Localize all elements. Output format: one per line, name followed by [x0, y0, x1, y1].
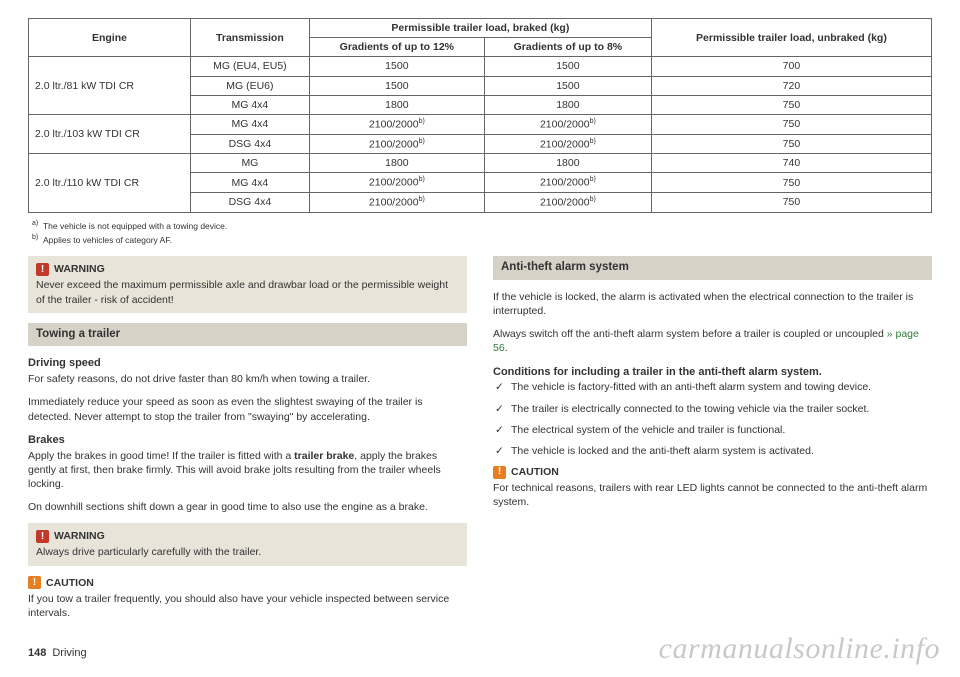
spec-table: Engine Transmission Permissible trailer … [28, 18, 932, 213]
warning-body: Never exceed the maximum permissible axl… [36, 278, 459, 306]
cell: 750 [651, 114, 931, 134]
cell: 700 [651, 57, 931, 76]
caution-title: ! CAUTION [28, 576, 467, 590]
para: For safety reasons, do not drive faster … [28, 372, 467, 386]
subhead-conditions: Conditions for including a trailer in th… [493, 365, 932, 380]
cell: 750 [651, 95, 931, 114]
cell: MG (EU6) [190, 76, 309, 95]
cell: 1500 [309, 76, 484, 95]
table-row: 2.0 ltr./110 kW TDI CR MG 1800 1800 740 [29, 154, 932, 173]
cell: 1800 [484, 154, 651, 173]
cell: 2100/2000b) [484, 173, 651, 193]
th-trans: Transmission [190, 19, 309, 57]
cell: 750 [651, 134, 931, 154]
th-unbraked: Permissible trailer load, unbraked (kg) [651, 19, 931, 57]
cell: 750 [651, 193, 931, 213]
cell: 1800 [484, 95, 651, 114]
conditions-list: The vehicle is factory-fitted with an an… [493, 380, 932, 458]
cell: MG [190, 154, 309, 173]
para: On downhill sections shift down a gear i… [28, 500, 467, 514]
caution-box: ! CAUTION If you tow a trailer frequentl… [28, 576, 467, 621]
cell: 1500 [484, 76, 651, 95]
list-item: The trailer is electrically connected to… [493, 402, 932, 416]
footnote-a: a) The vehicle is not equipped with a to… [32, 219, 932, 232]
cell: 1800 [309, 154, 484, 173]
caution-box: ! CAUTION For technical reasons, trailer… [493, 465, 932, 510]
cell: 2100/2000b) [309, 173, 484, 193]
caution-body: If you tow a trailer frequently, you sho… [28, 592, 467, 620]
list-item: The vehicle is locked and the anti-theft… [493, 444, 932, 458]
th-braked: Permissible trailer load, braked (kg) [309, 19, 651, 38]
para: Apply the brakes in good time! If the tr… [28, 449, 467, 492]
cell: 740 [651, 154, 931, 173]
cell: 2100/2000b) [484, 193, 651, 213]
table-row: 2.0 ltr./103 kW TDI CR MG 4x4 2100/2000b… [29, 114, 932, 134]
warning-box: ! WARNING Always drive particularly care… [28, 523, 467, 565]
caution-body: For technical reasons, trailers with rea… [493, 481, 932, 509]
cell: 2100/2000b) [484, 134, 651, 154]
footnote-b: b) Applies to vehicles of category AF. [32, 233, 932, 246]
table-body: 2.0 ltr./81 kW TDI CR MG (EU4, EU5) 1500… [29, 57, 932, 212]
cell: DSG 4x4 [190, 134, 309, 154]
cell: 1500 [309, 57, 484, 76]
cell: MG 4x4 [190, 173, 309, 193]
page-number: 148 [28, 647, 46, 659]
section-alarm: Anti-theft alarm system [493, 256, 932, 280]
th-engine: Engine [29, 19, 191, 57]
para: Always switch off the anti-theft alarm s… [493, 327, 932, 355]
page-footer: 148 Driving [28, 646, 87, 661]
caution-icon: ! [28, 576, 41, 589]
cell-engine: 2.0 ltr./81 kW TDI CR [29, 57, 191, 115]
cell: 1500 [484, 57, 651, 76]
list-item: The electrical system of the vehicle and… [493, 423, 932, 437]
cell-engine: 2.0 ltr./103 kW TDI CR [29, 114, 191, 153]
cell: MG (EU4, EU5) [190, 57, 309, 76]
cell: MG 4x4 [190, 95, 309, 114]
cell: 2100/2000b) [309, 134, 484, 154]
left-column: ! WARNING Never exceed the maximum permi… [28, 256, 467, 630]
cell: 1800 [309, 95, 484, 114]
right-column: Anti-theft alarm system If the vehicle i… [493, 256, 932, 630]
footnotes: a) The vehicle is not equipped with a to… [32, 219, 932, 247]
warning-title: ! WARNING [36, 262, 459, 276]
subhead-speed: Driving speed [28, 356, 467, 371]
cell: 2100/2000b) [309, 193, 484, 213]
cell: 2100/2000b) [484, 114, 651, 134]
warning-body: Always drive particularly carefully with… [36, 545, 459, 559]
cell: 750 [651, 173, 931, 193]
page-label: Driving [52, 647, 86, 659]
caution-title: ! CAUTION [493, 465, 932, 479]
cell: MG 4x4 [190, 114, 309, 134]
cell: 2100/2000b) [309, 114, 484, 134]
watermark: carmanualsonline.info [659, 629, 940, 670]
para: If the vehicle is locked, the alarm is a… [493, 290, 932, 318]
warning-icon: ! [36, 263, 49, 276]
th-g8: Gradients of up to 8% [484, 38, 651, 57]
section-towing: Towing a trailer [28, 323, 467, 347]
th-g12: Gradients of up to 12% [309, 38, 484, 57]
warning-icon: ! [36, 530, 49, 543]
subhead-brakes: Brakes [28, 433, 467, 448]
warning-box: ! WARNING Never exceed the maximum permi… [28, 256, 467, 313]
cell: DSG 4x4 [190, 193, 309, 213]
cell-engine: 2.0 ltr./110 kW TDI CR [29, 154, 191, 213]
list-item: The vehicle is factory-fitted with an an… [493, 380, 932, 394]
cell: 720 [651, 76, 931, 95]
table-row: 2.0 ltr./81 kW TDI CR MG (EU4, EU5) 1500… [29, 57, 932, 76]
caution-icon: ! [493, 466, 506, 479]
para: Immediately reduce your speed as soon as… [28, 395, 467, 423]
warning-title: ! WARNING [36, 529, 459, 543]
